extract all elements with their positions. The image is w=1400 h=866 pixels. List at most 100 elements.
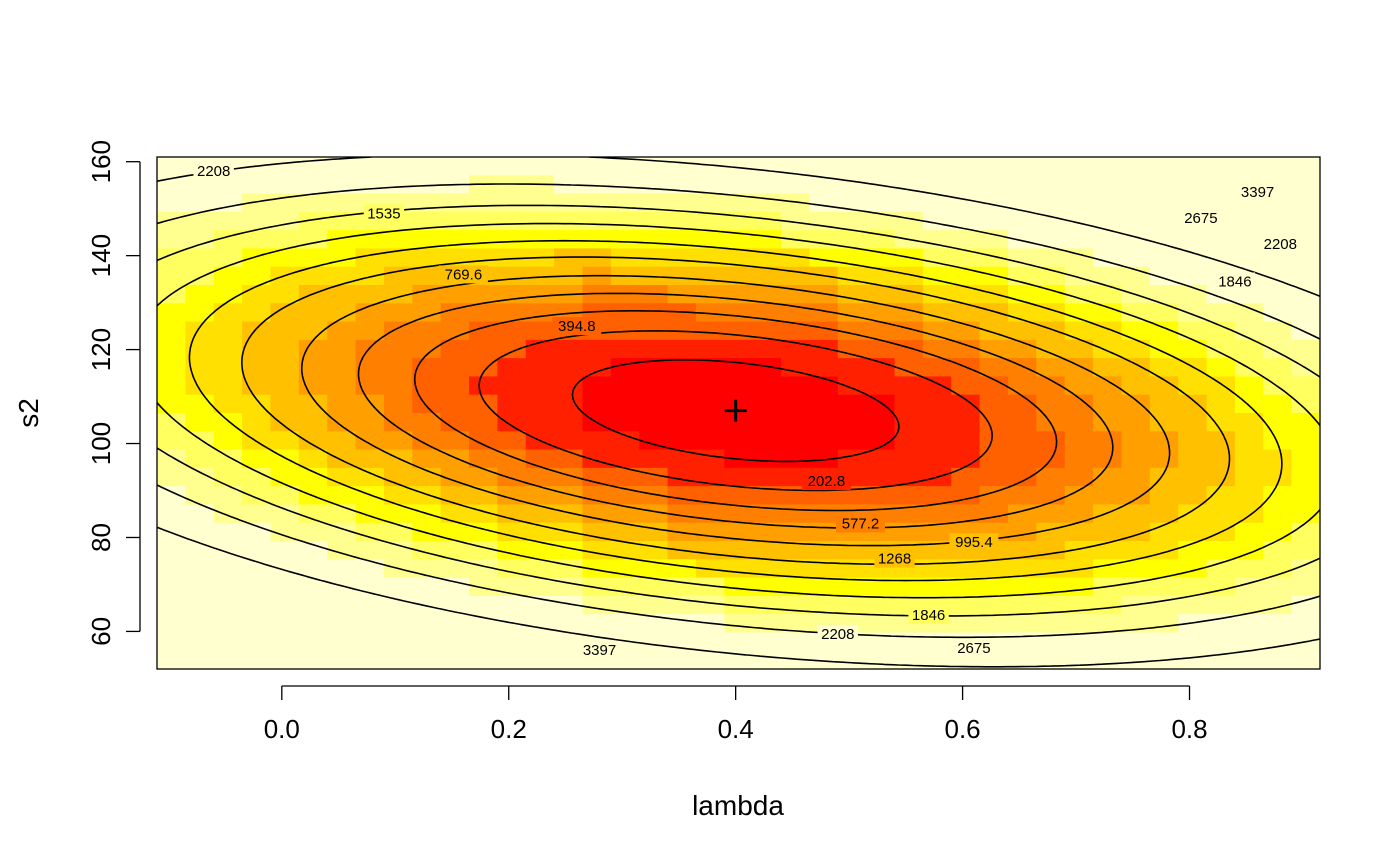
heatmap-cell [1178, 303, 1208, 323]
heatmap-cell [469, 358, 498, 378]
heatmap-cell [667, 431, 697, 451]
heatmap-cell [752, 321, 782, 341]
heatmap-cell [525, 577, 555, 597]
heatmap-cell [866, 632, 896, 652]
heatmap-cell [185, 467, 215, 487]
heatmap-cell [1234, 339, 1264, 359]
heatmap-cell [866, 431, 896, 451]
heatmap-cell [1064, 577, 1094, 597]
heatmap-cell [752, 175, 782, 195]
heatmap-cell [979, 321, 1009, 341]
heatmap-cell [157, 303, 186, 323]
heatmap-cell [1234, 467, 1264, 487]
heatmap-cell [1263, 577, 1293, 597]
heatmap-cell [1149, 230, 1179, 250]
heatmap-cell [469, 595, 498, 615]
heatmap-cell [922, 577, 952, 597]
heatmap-cell [610, 157, 640, 176]
heatmap-cell [270, 632, 300, 652]
heatmap-cell [298, 358, 328, 378]
heatmap-cell [582, 285, 612, 304]
heatmap-cell [412, 339, 442, 359]
heatmap-cell [298, 175, 328, 195]
heatmap-cell [1064, 376, 1094, 396]
heatmap-cell [497, 211, 527, 231]
heatmap-cell [1178, 376, 1208, 396]
heatmap-cell [979, 303, 1009, 323]
heatmap-cell [979, 467, 1009, 487]
heatmap-cell [752, 449, 782, 469]
contour-line [571, 359, 900, 463]
heatmap-cell [1178, 339, 1208, 359]
heatmap-cell [298, 614, 328, 634]
heatmap-cell [270, 358, 300, 378]
heatmap-cell [469, 211, 498, 231]
heatmap-cell [781, 193, 811, 213]
heatmap-cell [724, 248, 754, 268]
heatmap-cell [866, 266, 896, 286]
heatmap-cell [695, 303, 725, 323]
heatmap-cell [951, 230, 981, 250]
contour-line [157, 183, 1320, 639]
heatmap-cell [979, 577, 1009, 597]
x-tick-label: 0.4 [718, 714, 754, 744]
heatmap-cell [667, 193, 697, 213]
heatmap-cell [554, 632, 584, 652]
heatmap-cell [1234, 157, 1264, 176]
heatmap-cell [639, 339, 669, 359]
heatmap-cell [1263, 449, 1293, 469]
heatmap-cell [1291, 157, 1320, 176]
heatmap-cell [809, 394, 839, 414]
heatmap-cell [469, 486, 498, 506]
heatmap-cell [1291, 303, 1320, 323]
heatmap-cell [582, 394, 612, 414]
heatmap-cell [724, 193, 754, 213]
heatmap-cell [1093, 266, 1123, 286]
x-axis: 0.0 0.2 0.4 0.6 0.8 [264, 685, 1208, 744]
x-tick-label: 0.8 [1171, 714, 1207, 744]
heatmap-cell [440, 413, 470, 432]
heatmap-cell [270, 376, 300, 396]
contour-line [157, 222, 1320, 599]
heatmap-cell [327, 577, 357, 597]
heatmap-cell [781, 449, 811, 469]
heatmap-cell [1149, 358, 1179, 378]
contour-label: 1268 [878, 551, 911, 568]
heatmap-cell [639, 248, 669, 268]
heatmap-cell [185, 486, 215, 506]
heatmap-cell [185, 193, 215, 213]
heatmap-cell [497, 266, 527, 286]
heatmap-cell [1064, 413, 1094, 432]
heatmap-cell [327, 431, 357, 451]
heatmap-cell [1064, 504, 1094, 524]
heatmap-cell [639, 394, 669, 414]
heatmap-cell [1121, 467, 1151, 487]
heatmap-cell [213, 431, 243, 451]
heatmap-cell [1064, 541, 1094, 560]
contour-label-bg [817, 624, 858, 643]
heatmap-cell [525, 467, 555, 487]
heatmap-cell [525, 413, 555, 432]
contour-label: 1535 [367, 205, 400, 222]
heatmap-cell [213, 358, 243, 378]
heatmap-cell [1263, 504, 1293, 524]
heatmap-cell [752, 230, 782, 250]
heatmap-cell [951, 285, 981, 304]
heatmap-cell [866, 595, 896, 615]
heatmap-cell [1007, 431, 1037, 451]
heatmap-cell [383, 504, 413, 524]
heatmap-cell [1178, 504, 1208, 524]
heatmap-cell [242, 595, 272, 615]
heatmap-cell [1121, 431, 1151, 451]
heatmap-cell [610, 285, 640, 304]
heatmap-cell [525, 376, 555, 396]
heatmap-cell [922, 321, 952, 341]
heatmap-cell [213, 266, 243, 286]
heatmap-cell [979, 449, 1009, 469]
heatmap-cell [752, 394, 782, 414]
heatmap-cell [469, 577, 498, 597]
heatmap-cell [242, 467, 272, 487]
heatmap-cell [724, 486, 754, 506]
heatmap-cell [781, 413, 811, 432]
heatmap-cell [1291, 541, 1320, 560]
